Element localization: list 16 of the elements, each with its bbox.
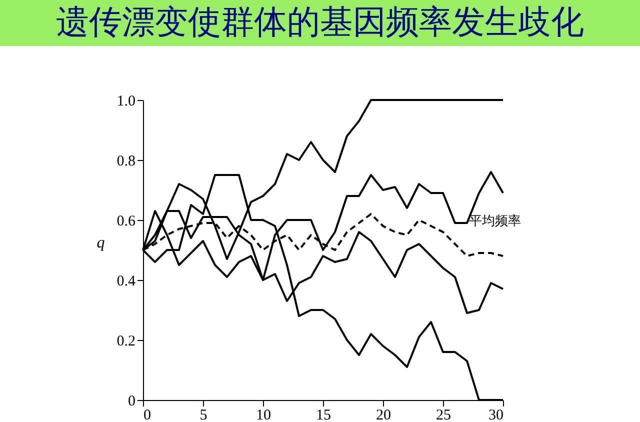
y-tick-label: 0.2 bbox=[116, 334, 136, 350]
y-axis-title: q bbox=[96, 234, 105, 252]
y-tick-label: 1.0 bbox=[116, 94, 136, 110]
y-tick-label: 0.4 bbox=[116, 274, 136, 290]
x-tick-label: 10 bbox=[256, 408, 271, 422]
x-tick-label: 20 bbox=[376, 408, 391, 422]
x-tick-label: 15 bbox=[316, 408, 331, 422]
x-tick-label: 25 bbox=[436, 408, 451, 422]
y-tick-label: 0 bbox=[128, 394, 136, 410]
y-tick-label: 0.8 bbox=[116, 154, 136, 170]
annotation: 平均频率 bbox=[469, 213, 521, 229]
y-tick-label: 0.6 bbox=[116, 214, 136, 230]
x-tick-label: 5 bbox=[200, 408, 208, 422]
x-tick-label: 30 bbox=[488, 408, 504, 422]
x-tick-label: 0 bbox=[144, 408, 151, 422]
chart-title: 遗传漂变使群体的基因频率发生歧化 bbox=[0, 0, 640, 46]
